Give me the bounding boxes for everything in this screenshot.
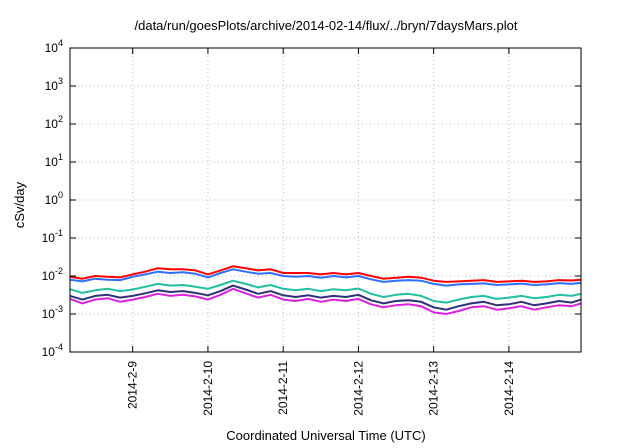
x-tick-label: 2014-2-12 [351, 361, 365, 416]
y-axis-label: cSv/day [12, 181, 27, 228]
series-line-1 [69, 265, 582, 283]
series-line-4 [69, 284, 582, 311]
y-tick-label: 102 [45, 114, 63, 131]
y-tick-labels: 10-4 10-3 10-2 10-1 100 101 102 103 104 [42, 38, 63, 359]
y-tick-label: 103 [45, 76, 63, 93]
y-tick-label: 10-1 [42, 228, 63, 245]
x-tick-label: 2014-2-10 [201, 361, 215, 416]
series-line-5 [69, 287, 582, 315]
x-tick-label: 2014-2-11 [276, 361, 290, 415]
x-tick-label: 2014-2-9 [126, 361, 140, 409]
y-tick-label: 10-2 [42, 266, 63, 283]
chart-title: /data/run/goesPlots/archive/2014-02-14/f… [135, 18, 518, 33]
y-tick-label: 101 [45, 152, 63, 169]
series-line-2 [69, 268, 582, 287]
grid-lines [70, 48, 581, 352]
y-tick-label: 10-3 [42, 304, 63, 321]
tick-marks [70, 47, 581, 353]
y-tick-label: 100 [45, 190, 63, 207]
y-tick-label: 10-4 [42, 342, 63, 359]
x-tick-labels: 2014-2-9 2014-2-10 2014-2-11 2014-2-12 2014-… [126, 361, 516, 416]
y-tick-label: 104 [45, 38, 63, 55]
x-axis-label: Coordinated Universal Time (UTC) [226, 428, 425, 443]
series-line-3 [69, 279, 582, 304]
x-tick-label: 2014-2-14 [502, 361, 516, 416]
series-group [69, 265, 582, 315]
x-tick-label: 2014-2-13 [427, 361, 441, 416]
